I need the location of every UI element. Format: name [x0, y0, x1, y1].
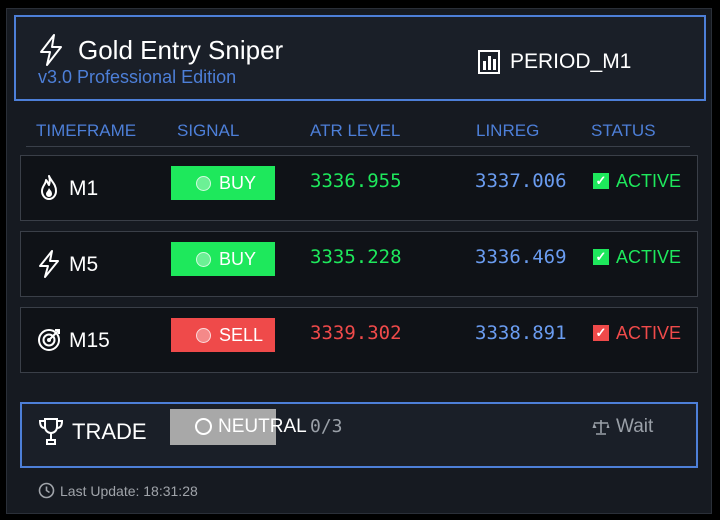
signal-text: BUY: [219, 249, 257, 269]
atr-value: 3335.228: [310, 246, 402, 268]
neutral-signal-box: [170, 409, 276, 445]
checkmark-icon: ✓: [593, 249, 609, 265]
table-row: M1 BUY 3336.955 3337.006 ✓ ACTIVE: [20, 155, 698, 221]
linreg-value: 3337.006: [475, 170, 567, 192]
last-update: Last Update: 18:31:28: [60, 483, 198, 499]
signal-dot-icon: [196, 328, 211, 343]
trade-status: Wait: [616, 416, 654, 437]
app-title: Gold Entry Sniper: [78, 35, 284, 65]
trade-signal: NEUTRAL: [218, 416, 307, 437]
checkmark-icon: ✓: [593, 325, 609, 341]
signal-badge-buy: BUY: [171, 242, 275, 276]
clock-icon: [38, 482, 55, 499]
timeframe-label: M1: [69, 177, 99, 200]
column-header-timeframe: TIMEFRAME: [36, 121, 137, 140]
timeframe-label: M15: [69, 329, 110, 352]
signal-badge-sell: SELL: [171, 318, 275, 352]
signal-text: SELL: [219, 325, 264, 345]
timeframe-label: M5: [69, 253, 99, 276]
lightning-icon: [39, 250, 59, 278]
period-label: PERIOD_M1: [510, 50, 632, 73]
trade-label: TRADE: [72, 419, 147, 444]
column-header-status: STATUS: [591, 121, 656, 140]
status-text: ACTIVE: [616, 247, 682, 267]
status-text: ACTIVE: [616, 171, 682, 191]
table-row: M15 SELL 3339.302 3338.891 ✓ ACTIVE: [20, 307, 698, 373]
column-header-signal: SIGNAL: [177, 121, 240, 140]
trade-summary: TRADE NEUTRAL 0/3 Wait: [20, 402, 698, 468]
signal-badge-buy: BUY: [171, 166, 275, 200]
trade-count: 0/3: [310, 416, 343, 437]
linreg-value: 3338.891: [475, 322, 567, 344]
atr-value: 3336.955: [310, 170, 402, 192]
column-header-linreg: LINREG: [476, 121, 540, 140]
header-divider: [26, 146, 690, 147]
flame-icon: [41, 175, 57, 200]
atr-value: 3339.302: [310, 322, 402, 344]
scale-icon: [592, 420, 610, 435]
trophy-icon: [38, 418, 64, 445]
app-subtitle: v3.0 Professional Edition: [38, 67, 237, 87]
header: Gold Entry Sniper v3.0 Professional Edit…: [14, 15, 706, 101]
table-row: M5 BUY 3335.228 3336.469 ✓ ACTIVE: [20, 231, 698, 297]
signal-text: BUY: [219, 173, 257, 193]
lightning-icon: [40, 34, 62, 66]
signal-dot-icon: [196, 252, 211, 267]
signal-dot-icon: [196, 176, 211, 191]
target-icon: [38, 329, 60, 351]
linreg-value: 3336.469: [475, 246, 567, 268]
checkmark-icon: ✓: [593, 173, 609, 189]
neutral-dot-icon: [195, 418, 212, 435]
status-text: ACTIVE: [616, 323, 682, 343]
bar-chart-icon: [478, 50, 500, 74]
column-header-atr: ATR LEVEL: [310, 121, 401, 140]
